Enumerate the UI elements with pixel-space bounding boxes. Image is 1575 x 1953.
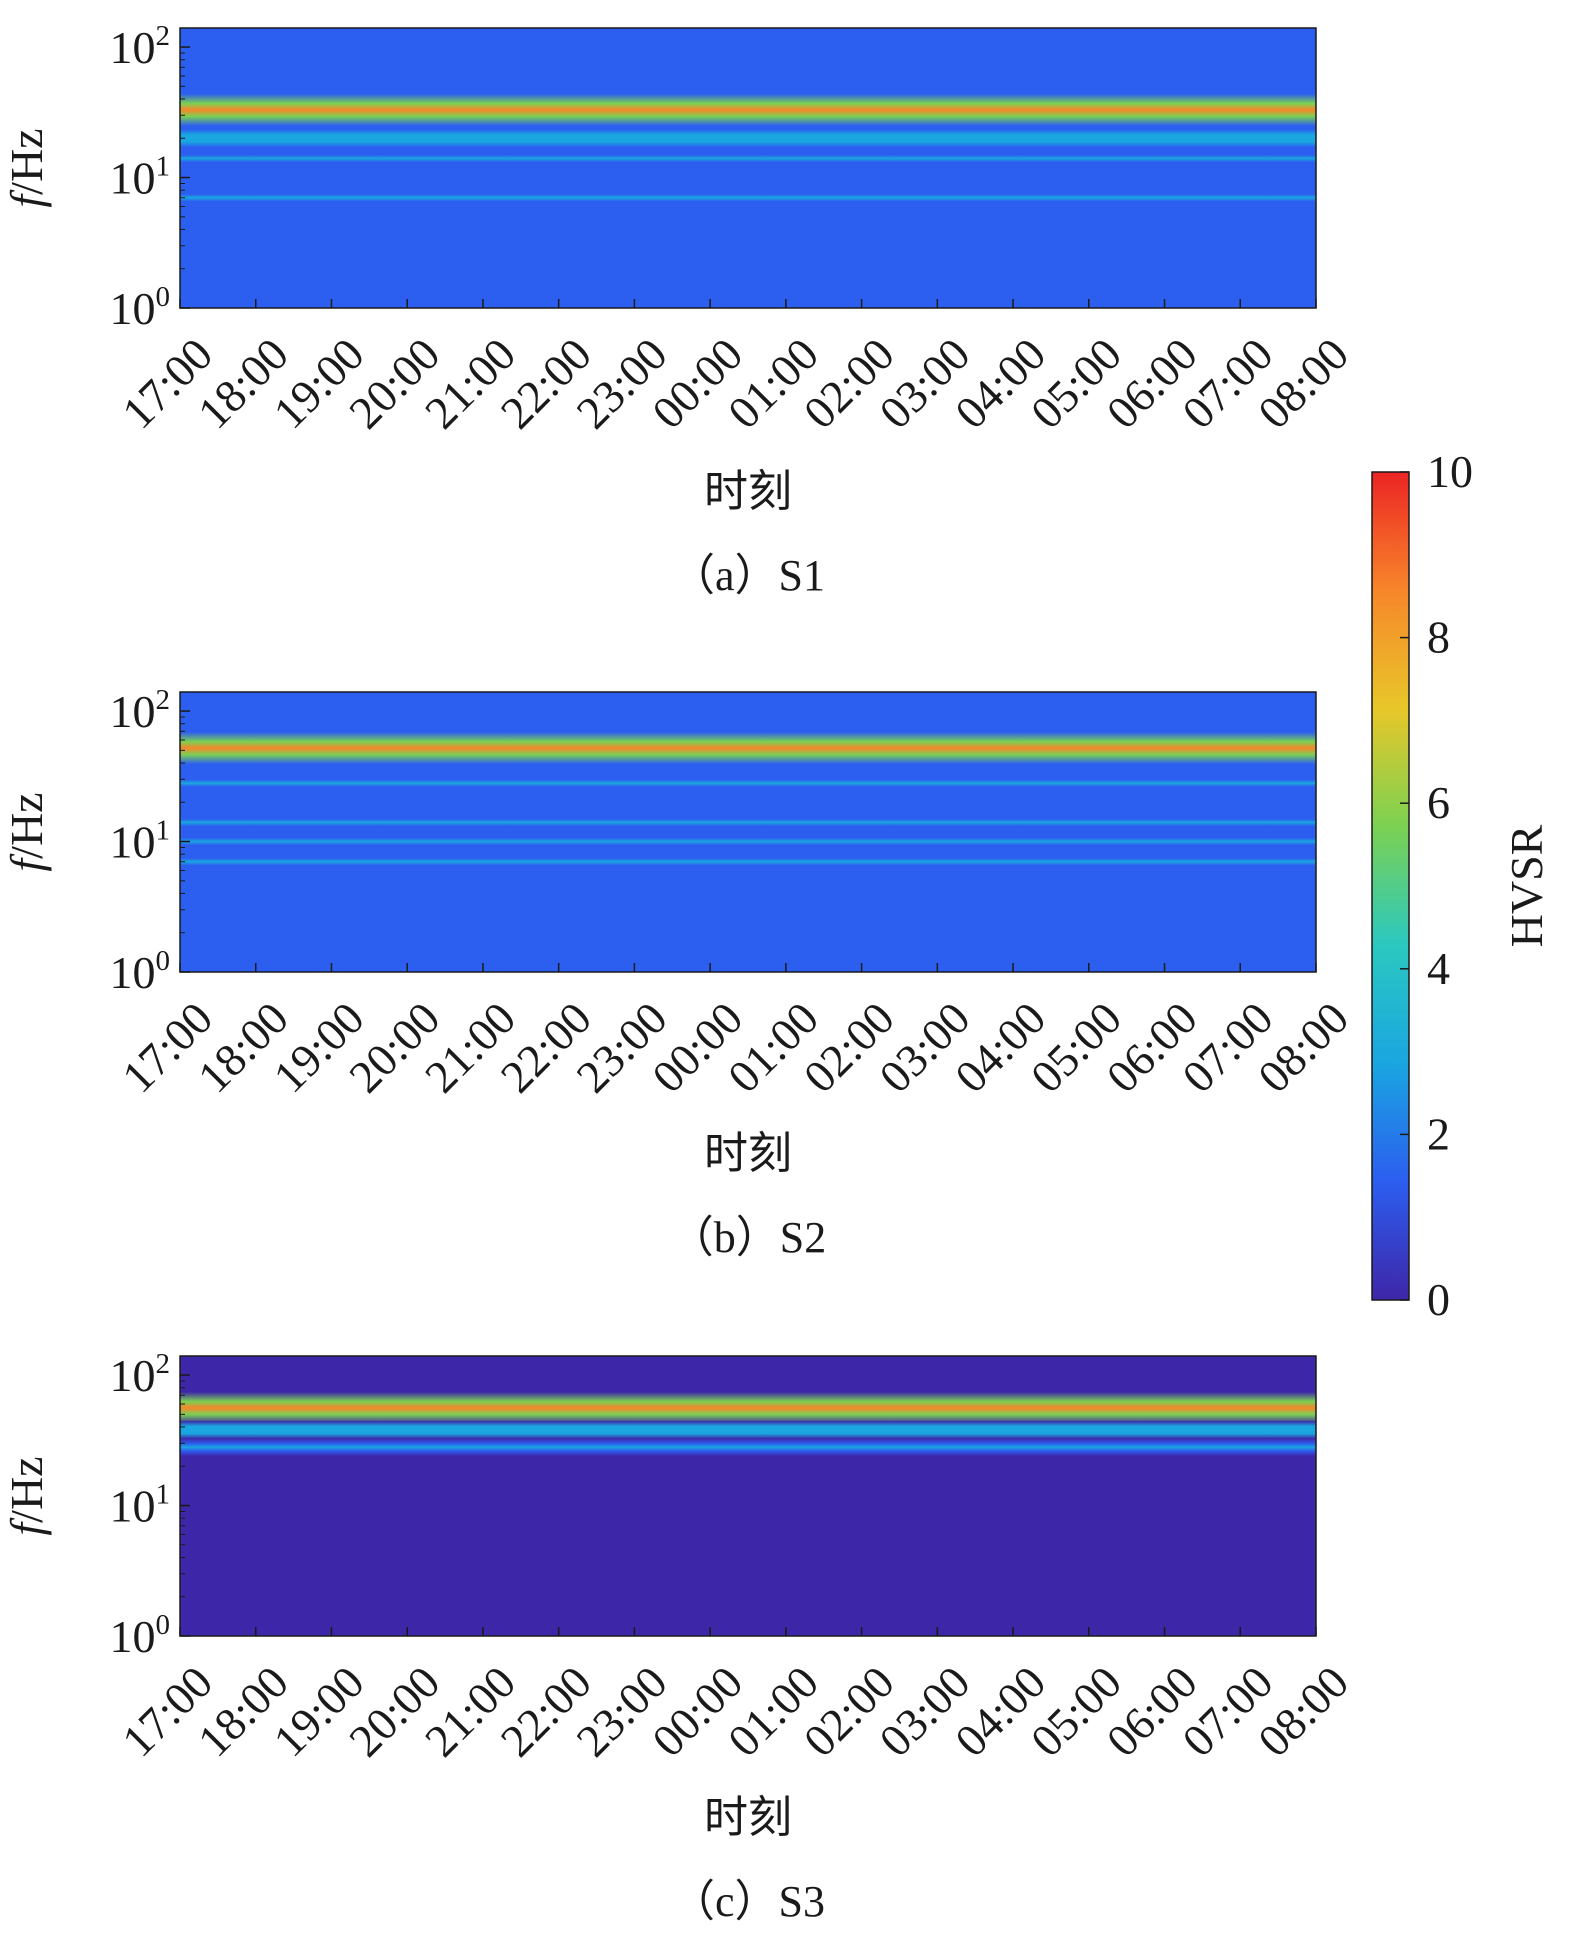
- plot-frame-b: [179, 691, 1317, 973]
- y-tick-label: 102: [110, 1348, 171, 1401]
- colorbar-tick-label: 4: [1427, 943, 1450, 994]
- hvsr-band: [180, 1420, 1316, 1439]
- y-axis-label-c: f/Hz: [1, 1456, 52, 1535]
- y-tick-label: 102: [110, 20, 171, 73]
- colorbar-gradient: [1372, 472, 1409, 1300]
- x-ticks-a: 17:0018:0019:0020:0021:0022:0023:0000:00…: [112, 299, 1358, 438]
- y-tick-label: 100: [110, 281, 171, 334]
- hvsr-band: [180, 129, 1316, 148]
- colorbar: 0 2 4 6 8 10 HVSR: [1371, 446, 1552, 1325]
- colorbar-frame: [1371, 471, 1410, 1301]
- hvsr-band: [180, 774, 1316, 793]
- hvsr-band: [180, 813, 1316, 832]
- x-tick-label: 08:00: [1248, 992, 1358, 1102]
- hvsr-band: [180, 832, 1316, 851]
- heatmap-bands-b: [180, 732, 1316, 959]
- y-tick-label: 101: [110, 1479, 171, 1532]
- plot-frame-c: [179, 1355, 1317, 1637]
- hvsr-band: [180, 1438, 1316, 1457]
- y-ticks-a: 100 101 102: [110, 20, 190, 334]
- x-ticks-b: 17:0018:0019:0020:0021:0022:0023:0000:00…: [112, 963, 1358, 1102]
- panel-c: 17:0018:0019:0020:0021:0022:0023:0000:00…: [1, 1348, 1358, 1926]
- y-tick-label: 102: [110, 684, 171, 737]
- colorbar-tick-label: 10: [1427, 446, 1473, 497]
- caption-c: （c）S3: [671, 1877, 825, 1926]
- y-tick-label: 100: [110, 1609, 171, 1662]
- y-tick-label: 101: [110, 815, 171, 868]
- y-tick-label: 101: [110, 151, 171, 204]
- colorbar-tick-label: 0: [1427, 1274, 1450, 1325]
- colorbar-tick-label: 8: [1427, 612, 1450, 663]
- hvsr-band: [180, 1391, 1316, 1424]
- y-tick-label: 100: [110, 945, 171, 998]
- hvsr-band: [180, 852, 1316, 871]
- hvsr-band: [180, 940, 1316, 959]
- colorbar-ticks: 0 2 4 6 8 10: [1400, 446, 1473, 1325]
- hvsr-band: [180, 217, 1316, 236]
- panel-a: 17:0018:0019:0020:0021:0022:0023:0000:00…: [1, 20, 1358, 600]
- heatmap-bands-a: [180, 93, 1316, 273]
- caption-a: （a）S1: [671, 551, 825, 600]
- hvsr-band: [180, 93, 1316, 126]
- colorbar-tick-label: 6: [1427, 777, 1450, 828]
- plot-frame-a: [179, 27, 1317, 309]
- hvsr-band: [180, 877, 1316, 896]
- x-tick-label: 08:00: [1248, 1656, 1358, 1766]
- x-axis-label-b: 时刻: [704, 1128, 792, 1179]
- hvsr-band: [180, 732, 1316, 765]
- x-axis-label-c: 时刻: [704, 1792, 792, 1843]
- hvsr-band: [180, 149, 1316, 168]
- x-axis-label-a: 时刻: [704, 466, 792, 517]
- heatmap-bands-c: [180, 1391, 1316, 1457]
- hvsr-band: [180, 254, 1316, 273]
- colorbar-label: HVSR: [1501, 824, 1552, 947]
- hvsr-band: [180, 188, 1316, 207]
- hvsr-band: [180, 906, 1316, 925]
- x-tick-label: 08:00: [1248, 328, 1358, 438]
- y-axis-label-b: f/Hz: [1, 792, 52, 871]
- caption-b: （b）S2: [670, 1213, 826, 1262]
- y-ticks-c: 100 101 102: [110, 1348, 190, 1662]
- x-ticks-c: 17:0018:0019:0020:0021:0022:0023:0000:00…: [112, 1627, 1358, 1766]
- y-ticks-b: 100 101 102: [110, 684, 190, 998]
- y-axis-label-a: f/Hz: [1, 128, 52, 207]
- panel-b: 17:0018:0019:0020:0021:0022:0023:0000:00…: [1, 684, 1358, 1262]
- colorbar-tick-label: 2: [1427, 1108, 1450, 1159]
